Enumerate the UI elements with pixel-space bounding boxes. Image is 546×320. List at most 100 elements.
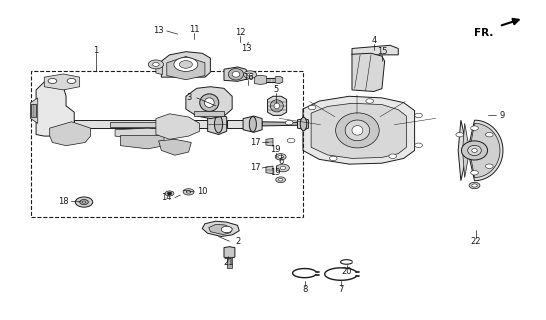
Circle shape [471, 126, 478, 130]
Ellipse shape [274, 103, 280, 109]
Text: 19: 19 [270, 145, 281, 154]
Polygon shape [303, 96, 414, 164]
Text: 10: 10 [197, 188, 207, 196]
Polygon shape [298, 119, 308, 129]
Ellipse shape [468, 145, 482, 156]
Polygon shape [209, 224, 232, 235]
Text: 12: 12 [235, 28, 246, 37]
Polygon shape [268, 96, 287, 116]
Text: 2: 2 [235, 237, 240, 246]
Circle shape [456, 132, 464, 137]
Polygon shape [121, 135, 164, 149]
Text: FR.: FR. [474, 28, 494, 38]
Circle shape [286, 120, 293, 125]
Circle shape [244, 71, 257, 78]
Polygon shape [224, 247, 235, 258]
Circle shape [67, 78, 76, 84]
Bar [31, 71, 303, 217]
Text: 13: 13 [241, 44, 252, 53]
Polygon shape [50, 122, 91, 146]
Text: 9: 9 [499, 111, 505, 120]
Polygon shape [224, 67, 249, 81]
Circle shape [247, 73, 253, 76]
Text: 8: 8 [302, 284, 307, 293]
Text: 16: 16 [243, 73, 254, 82]
Text: 5: 5 [273, 85, 278, 94]
Circle shape [278, 155, 283, 158]
Polygon shape [115, 128, 169, 139]
Ellipse shape [200, 94, 219, 111]
Ellipse shape [215, 116, 223, 133]
Ellipse shape [461, 141, 488, 160]
Circle shape [415, 143, 423, 148]
Circle shape [276, 177, 286, 183]
Ellipse shape [270, 100, 283, 112]
Polygon shape [36, 82, 74, 136]
Circle shape [149, 60, 164, 69]
Circle shape [485, 132, 493, 137]
Polygon shape [462, 123, 500, 178]
Ellipse shape [250, 116, 257, 132]
Text: 19: 19 [270, 168, 281, 177]
Circle shape [287, 138, 295, 143]
Text: 14: 14 [162, 193, 172, 202]
Circle shape [485, 164, 493, 168]
Polygon shape [311, 103, 406, 158]
Ellipse shape [352, 125, 363, 135]
Text: 7: 7 [339, 284, 344, 293]
Text: 13: 13 [153, 27, 164, 36]
Polygon shape [156, 114, 199, 139]
Circle shape [415, 113, 423, 118]
Circle shape [275, 154, 286, 160]
Polygon shape [110, 122, 194, 126]
Polygon shape [31, 104, 36, 117]
Polygon shape [186, 87, 232, 119]
Circle shape [221, 226, 232, 233]
Text: 1: 1 [93, 45, 99, 55]
Circle shape [75, 197, 93, 207]
Circle shape [179, 60, 192, 68]
Circle shape [186, 191, 191, 193]
Circle shape [366, 99, 373, 103]
Polygon shape [262, 122, 298, 126]
Polygon shape [194, 111, 224, 116]
Circle shape [276, 164, 289, 172]
Circle shape [174, 57, 198, 71]
Ellipse shape [472, 148, 477, 153]
Circle shape [165, 191, 174, 196]
Circle shape [167, 192, 171, 195]
Polygon shape [352, 53, 384, 92]
Circle shape [389, 154, 396, 158]
Polygon shape [352, 45, 398, 55]
Text: 11: 11 [189, 25, 199, 34]
Text: 4: 4 [371, 36, 376, 45]
Polygon shape [256, 78, 276, 82]
Polygon shape [227, 120, 243, 128]
Polygon shape [44, 74, 80, 90]
Circle shape [472, 184, 477, 187]
Circle shape [308, 105, 316, 110]
Polygon shape [74, 120, 207, 128]
Circle shape [153, 62, 159, 66]
Text: 6: 6 [278, 157, 284, 166]
Polygon shape [167, 56, 205, 80]
Polygon shape [159, 139, 191, 155]
Circle shape [469, 182, 480, 189]
Polygon shape [254, 75, 266, 84]
Text: 18: 18 [58, 197, 69, 206]
Ellipse shape [204, 98, 214, 108]
Circle shape [280, 166, 286, 170]
Ellipse shape [232, 71, 240, 77]
Text: 20: 20 [341, 267, 352, 276]
Polygon shape [266, 166, 273, 174]
Polygon shape [207, 114, 227, 134]
Text: 22: 22 [471, 237, 482, 246]
Text: 21: 21 [223, 258, 234, 267]
Text: 17: 17 [250, 138, 261, 147]
Circle shape [183, 189, 194, 195]
Text: 15: 15 [377, 47, 387, 56]
Polygon shape [458, 120, 503, 181]
Circle shape [80, 199, 88, 204]
Ellipse shape [336, 113, 379, 148]
Polygon shape [227, 257, 232, 268]
